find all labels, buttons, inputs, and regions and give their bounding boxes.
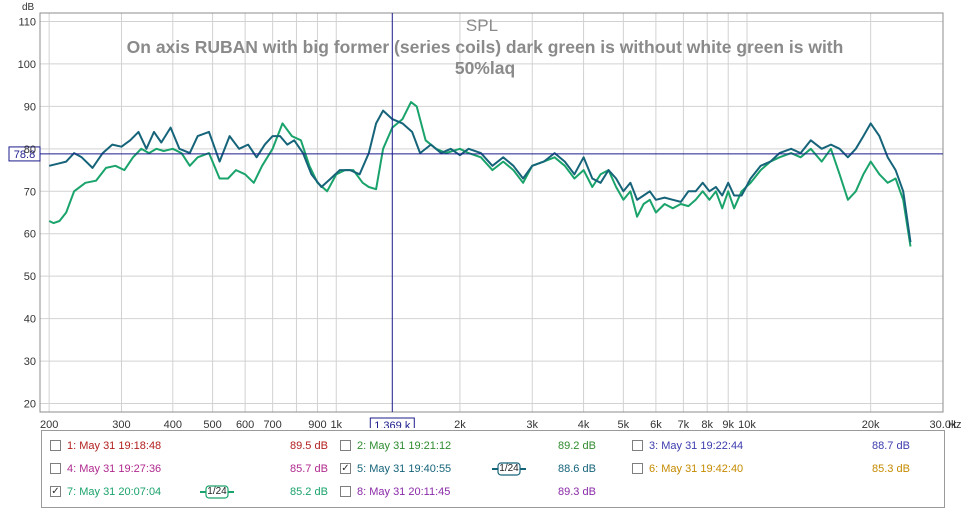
x-tick-label: 9k: [722, 419, 734, 428]
x-tick-label: 2k: [454, 419, 466, 428]
plot-frame: [39, 12, 944, 413]
legend-db-value: 88.6 dB: [558, 463, 596, 475]
legend-label: 5: May 31 19:40:55: [357, 463, 452, 475]
legend-item[interactable]: 3: May 31 19:22:44 88.7 dB: [632, 436, 922, 456]
x-tick-label: 10k: [738, 419, 756, 428]
legend-db-value: 85.7 dB: [290, 463, 328, 475]
x-axis-label: Hz: [948, 419, 961, 428]
cursor-y-readout: 78.8: [14, 149, 35, 161]
legend-checkbox[interactable]: ✓: [340, 463, 351, 474]
legend-checkbox[interactable]: [340, 486, 351, 497]
legend-db-value: 89.5 dB: [290, 440, 328, 452]
legend-item[interactable]: ✓ 5: May 31 19:40:55 1/24 88.6 dB: [340, 459, 630, 479]
cursor-x-readout: 1.369 k: [374, 420, 411, 428]
cursor-crosshair[interactable]: 78.8 1.369 k: [8, 13, 943, 428]
x-tick-label: 6k: [650, 419, 662, 428]
x-tick-label: 1k: [330, 419, 342, 428]
x-tick-label: 3k: [526, 419, 538, 428]
legend-label: 6: May 31 19:42:40: [649, 463, 744, 475]
y-tick-label: 60: [24, 229, 36, 241]
legend-db-value: 89.2 dB: [558, 440, 596, 452]
legend-label: 1: May 31 19:18:48: [67, 440, 162, 452]
legend-item[interactable]: 6: May 31 19:42:40 85.3 dB: [632, 459, 922, 479]
legend-db-value: 85.3 dB: [872, 463, 910, 475]
series-line: [48, 101, 912, 247]
x-tick-label: 4k: [578, 419, 590, 428]
x-tick-label: 200: [40, 419, 58, 428]
x-tick-label: 8k: [701, 419, 713, 428]
legend-item[interactable]: 1: May 31 19:18:48 89.5 dB: [50, 436, 340, 456]
y-tick-label: 70: [24, 186, 36, 198]
legend-label: 8: May 31 20:11:45: [357, 486, 451, 498]
chart-title: SPL: [466, 16, 498, 35]
legend-checkbox[interactable]: [340, 440, 351, 451]
series-line: [48, 109, 912, 243]
legend-panel: 1: May 31 19:18:48 89.5 dB 2: May 31 19:21…: [41, 430, 945, 508]
legend-db-value: 89.3 dB: [558, 486, 596, 498]
legend-item[interactable]: ✓ 7: May 31 20:07:04 1/24 85.2 dB: [50, 482, 340, 502]
y-tick-labels: 20 30 40 50 60 70 80 90 100 110: [18, 16, 36, 410]
smoothing-badge[interactable]: 1/24: [200, 485, 234, 499]
x-tick-label: 700: [263, 419, 281, 428]
spl-chart: 78.8 1.369 k 20 30 40 50 60 70 80 90 100 110 200 30…: [8, 2, 961, 428]
legend-checkbox[interactable]: [50, 463, 61, 474]
cursor-x-box: [369, 417, 415, 428]
legend-checkbox[interactable]: [632, 463, 643, 474]
x-tick-label: 300: [112, 419, 130, 428]
legend-item[interactable]: 4: May 31 19:27:36 85.7 dB: [50, 459, 340, 479]
x-tick-label: 20k: [862, 419, 880, 428]
legend-item[interactable]: 8: May 31 20:11:45 89.3 dB: [340, 482, 630, 502]
x-tick-label: 600: [236, 419, 254, 428]
y-tick-label: 50: [24, 271, 36, 283]
x-tick-label: 7k: [678, 419, 690, 428]
legend-db-value: 85.2 dB: [290, 486, 328, 498]
legend-item[interactable]: 2: May 31 19:21:12 89.2 dB: [340, 436, 630, 456]
legend-checkbox[interactable]: [632, 440, 643, 451]
x-tick-label: 5k: [618, 419, 630, 428]
y-tick-label: 40: [24, 314, 36, 326]
x-tick-label: 900: [308, 419, 326, 428]
legend-label: 3: May 31 19:22:44: [649, 440, 744, 452]
y-tick-label: 90: [24, 101, 36, 113]
x-tick-labels: 200 300 400 500 600 700 900 1k 2k 3k 4k 5k 6k 7k 8k 9k 1…: [40, 419, 957, 428]
y-tick-label: 80: [24, 144, 36, 156]
legend-checkbox[interactable]: ✓: [50, 486, 61, 497]
smoothing-label: 1/24: [207, 486, 227, 497]
series-group: [48, 101, 912, 247]
legend-checkbox[interactable]: [50, 440, 61, 451]
legend-label: 4: May 31 19:27:36: [67, 463, 162, 475]
cursor-y-box: [8, 146, 41, 162]
legend-db-value: 88.7 dB: [872, 440, 910, 452]
x-tick-label: 400: [164, 419, 182, 428]
y-tick-label: 100: [18, 59, 36, 71]
legend-label: 7: May 31 20:07:04: [67, 486, 162, 498]
smoothing-label: 1/24: [499, 463, 519, 474]
x-tick-label: 500: [203, 419, 221, 428]
chart-subtitle: On axis RUBAN with big former (series co…: [126, 37, 844, 78]
y-tick-label: 20: [24, 399, 36, 411]
legend-label: 2: May 31 19:21:12: [357, 440, 452, 452]
x-tick-label: 30.0k: [930, 419, 957, 428]
grid-lines: [40, 13, 943, 412]
y-axis-label: dB: [22, 2, 35, 13]
smoothing-badge[interactable]: 1/24: [492, 462, 526, 476]
y-tick-label: 110: [18, 16, 36, 28]
y-tick-label: 30: [24, 356, 36, 368]
